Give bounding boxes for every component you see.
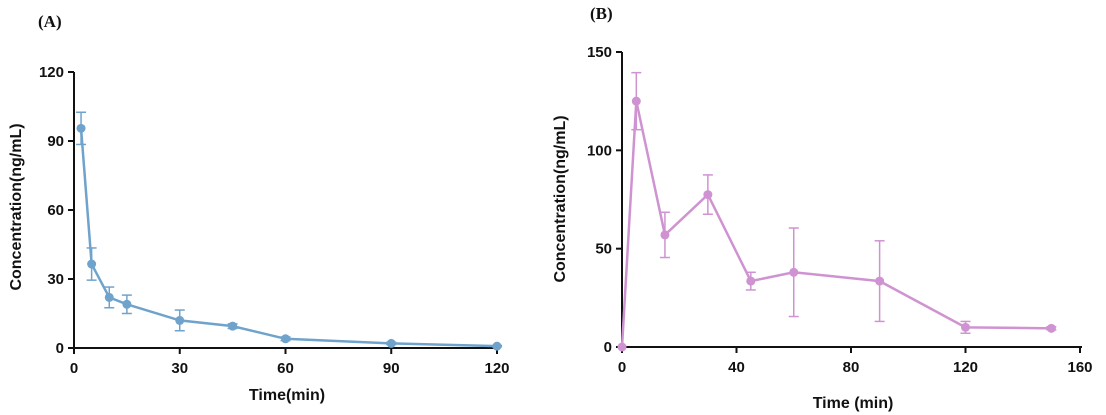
- x-tick-label: 0: [70, 360, 78, 377]
- chart-b-error-bars: [631, 71, 1057, 334]
- chart-a-panel-label: (A): [38, 12, 62, 31]
- chart-b-points: [617, 96, 1056, 352]
- x-tick-label: 90: [383, 360, 400, 377]
- chart-a: (A) Concentration(ng/mL) Time(min) 0 30 60…: [8, 12, 510, 404]
- data-point: [660, 230, 670, 240]
- chart-b-series-line: [620, 100, 1052, 348]
- chart-a-x-axis-title: Time(min): [249, 387, 325, 404]
- data-point: [631, 96, 641, 106]
- x-tick-label: 60: [277, 360, 294, 377]
- chart-a-ticks: 0 30 60 90 120 0 30 60 90 120: [39, 64, 510, 377]
- chart-a-y-axis-title: Concentration(ng/mL): [8, 123, 25, 290]
- data-point: [617, 342, 627, 352]
- y-tick-label: 30: [47, 271, 64, 288]
- data-point: [104, 292, 114, 302]
- chart-b-x-axis-title: Time (min): [813, 395, 894, 412]
- x-tick-label: 40: [728, 359, 745, 376]
- data-point: [228, 321, 238, 331]
- data-point: [961, 322, 970, 332]
- y-tick-label: 150: [587, 44, 612, 61]
- data-point: [76, 123, 86, 133]
- data-point: [789, 267, 799, 277]
- data-point: [281, 334, 290, 344]
- data-point: [386, 338, 396, 348]
- y-tick-label: 120: [39, 64, 64, 81]
- x-tick-label: 80: [843, 359, 860, 376]
- data-point: [122, 299, 132, 309]
- chart-a-points: [76, 123, 502, 351]
- chart-b-ticks: 0 40 80 120 160 0 50 100 150: [587, 44, 1093, 376]
- data-point: [175, 315, 185, 325]
- x-tick-label: 160: [1067, 359, 1092, 376]
- y-tick-label: 90: [47, 133, 64, 150]
- y-tick-label: 0: [56, 340, 64, 357]
- data-point: [87, 259, 97, 269]
- x-tick-label: 30: [171, 360, 188, 377]
- data-point: [703, 190, 713, 200]
- data-point: [492, 341, 502, 351]
- y-tick-label: 50: [595, 241, 612, 258]
- x-tick-label: 0: [618, 359, 626, 376]
- y-tick-label: 100: [587, 142, 612, 159]
- data-point: [875, 276, 885, 286]
- data-point: [1046, 323, 1056, 333]
- chart-b: (B) Concentration(ng/mL) Time (min) 0 40 8…: [552, 4, 1093, 412]
- x-tick-label: 120: [484, 360, 509, 377]
- chart-a-series-line: [79, 128, 498, 348]
- chart-b-panel-label: (B): [590, 4, 613, 23]
- chart-b-y-axis-title: Concentration(ng/mL): [552, 115, 569, 282]
- y-tick-label: 0: [604, 339, 612, 356]
- data-point: [746, 276, 756, 286]
- x-tick-label: 120: [953, 359, 978, 376]
- chart-a-error-bars: [76, 111, 502, 348]
- y-tick-label: 60: [47, 202, 64, 219]
